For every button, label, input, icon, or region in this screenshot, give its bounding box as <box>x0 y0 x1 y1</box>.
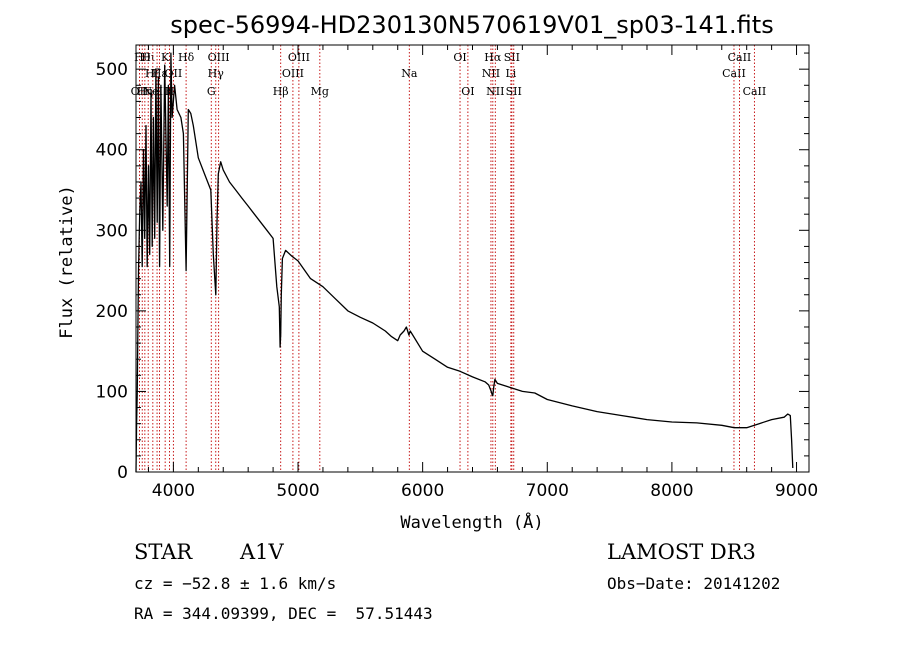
line-marker-label: Na <box>401 67 418 80</box>
x-tick-label: 8000 <box>650 481 693 501</box>
line-marker-label: Mg <box>311 85 329 98</box>
line-marker-label: CaII <box>743 85 767 98</box>
line-marker-label: OIII <box>282 67 304 80</box>
line-marker-label: Hβ <box>273 85 289 98</box>
redshift-cz: cz = −52.8 ± 1.6 km/s <box>134 574 337 593</box>
line-marker-label: CaII <box>722 67 746 80</box>
line-marker-label: OII <box>165 67 183 80</box>
object-subclass: A1V <box>240 540 284 564</box>
y-tick-label: 300 <box>96 221 128 241</box>
x-axis-label: Wavelength (Å) <box>400 511 543 533</box>
y-tick-label: 100 <box>96 382 128 402</box>
line-marker-label: Hη <box>137 85 153 98</box>
line-marker-label: OII <box>131 85 149 98</box>
y-axis-label: Flux (relative) <box>57 185 77 339</box>
x-tick-label: 6000 <box>401 481 444 501</box>
line-marker-label: NII <box>482 67 500 80</box>
x-tick-label: 4000 <box>152 481 195 501</box>
line-marker-label: OI <box>461 85 474 98</box>
survey-name: LAMOST DR3 <box>607 540 756 564</box>
axis-ticks: 4000 5000 6000 7000 8000 9000 0 100 200 300 400 500 <box>96 45 818 501</box>
y-tick-label: 500 <box>96 60 128 80</box>
y-tick-label: 200 <box>96 302 128 322</box>
x-tick-label: 7000 <box>526 481 569 501</box>
line-marker-label: H <box>165 85 175 98</box>
obs-date: Obs−Date: 20141202 <box>607 574 781 593</box>
line-marker-label: SII <box>506 85 522 98</box>
line-marker-label: OI <box>453 51 466 64</box>
y-tick-label: 400 <box>96 141 128 161</box>
line-marker-label: Hγ <box>208 67 225 80</box>
spectrum-line <box>135 52 794 473</box>
line-marker-label: NII <box>486 85 504 98</box>
ra-dec: RA = 344.09399, DEC = 57.51443 <box>134 604 433 623</box>
line-marker-label: OIII <box>288 51 310 64</box>
line-marker-label: SII <box>504 51 520 64</box>
line-marker-label: Li <box>505 67 516 80</box>
line-marker-label: CaII <box>728 51 752 64</box>
spectral-line-markers: OIIHθHηHιHζNeIIIHεKHOIIHδGHγOIIIHβOIIIOI… <box>131 45 767 472</box>
object-class: STAR <box>134 540 193 564</box>
line-marker-label: Hθ <box>134 51 151 64</box>
line-marker-label: Hι <box>141 51 155 64</box>
chart-title: spec-56994-HD230130N570619V01_sp03-141.f… <box>170 11 773 39</box>
line-marker-label: Hα <box>484 51 502 64</box>
line-marker-label: OIII <box>208 51 230 64</box>
line-marker-label: Hδ <box>178 51 195 64</box>
plot-frame <box>135 44 810 473</box>
line-marker-label: K <box>161 51 170 64</box>
line-marker-label: G <box>207 85 216 98</box>
x-tick-label: 9000 <box>775 481 818 501</box>
y-tick-label: 0 <box>117 463 128 483</box>
x-tick-label: 5000 <box>276 481 319 501</box>
